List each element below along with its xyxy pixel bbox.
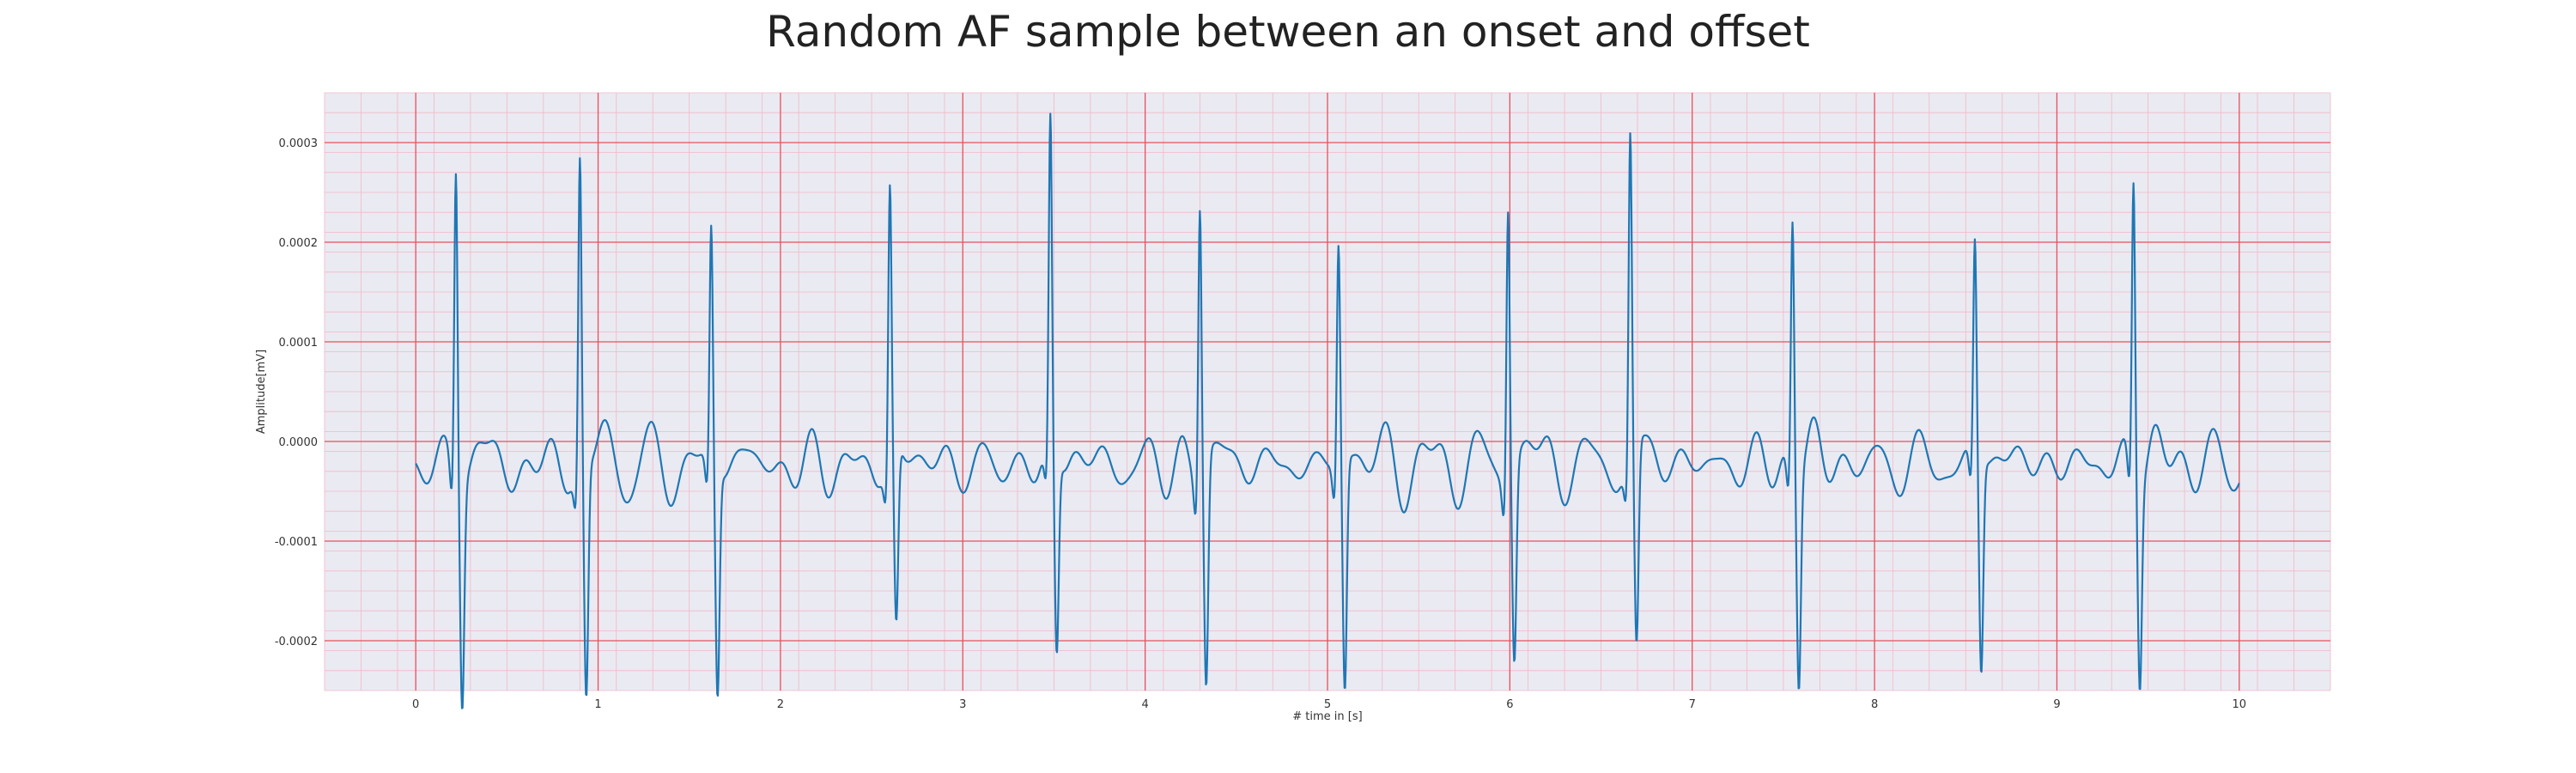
x-tick-label: 0 bbox=[412, 698, 419, 711]
major-grid bbox=[325, 93, 2330, 691]
x-tick-label: 6 bbox=[1506, 698, 1513, 711]
y-tick-label: -0.0001 bbox=[275, 536, 318, 549]
y-tick-label: 0.0000 bbox=[279, 436, 319, 449]
y-axis-label: Amplitude[mV] bbox=[255, 350, 268, 434]
x-tick-label: 8 bbox=[1871, 698, 1878, 711]
x-axis-ticks: 0 1 2 3 4 5 6 7 8 9 10 bbox=[412, 698, 2246, 711]
ecg-signal-line bbox=[415, 113, 2240, 709]
x-tick-label: 9 bbox=[2053, 698, 2060, 711]
x-axis-label: # time in [s] bbox=[1292, 710, 1362, 723]
y-tick-label: 0.0003 bbox=[279, 137, 319, 150]
y-tick-label: 0.0002 bbox=[279, 237, 319, 250]
y-tick-label: -0.0002 bbox=[275, 636, 318, 648]
y-tick-label: 0.0001 bbox=[279, 337, 319, 350]
x-tick-label: 10 bbox=[2233, 698, 2247, 711]
x-tick-label: 1 bbox=[594, 698, 601, 711]
chart-title: Random AF sample between an onset and of… bbox=[766, 7, 1810, 57]
y-axis-ticks: -0.0002 -0.0001 0.0000 0.0001 0.0002 0.0003 bbox=[275, 137, 318, 648]
x-tick-label: 5 bbox=[1324, 698, 1331, 711]
x-tick-label: 2 bbox=[777, 698, 784, 711]
x-tick-label: 3 bbox=[959, 698, 966, 711]
x-tick-label: 4 bbox=[1141, 698, 1148, 711]
x-tick-label: 7 bbox=[1689, 698, 1696, 711]
